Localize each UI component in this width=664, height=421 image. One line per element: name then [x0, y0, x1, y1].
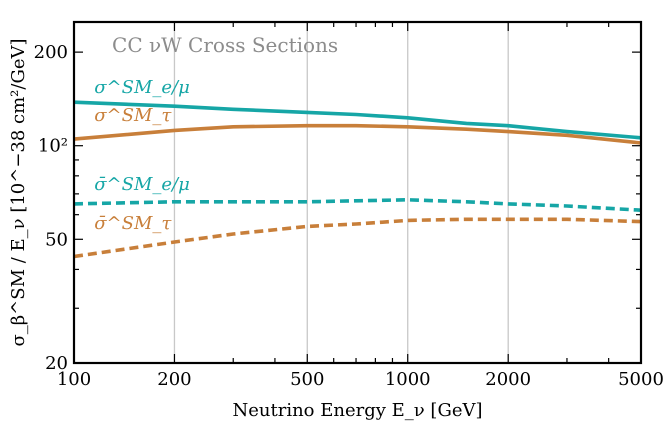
series-labels: σ^SM_e/μ σ^SM_τ σ̄^SM_e/μ σ̄^SM_τ	[94, 77, 190, 234]
series-label-1: σ^SM_τ	[94, 105, 172, 126]
y-tick-label-20: 20	[45, 353, 68, 374]
x-tick-label-200: 200	[157, 369, 191, 390]
x-tick-label-500: 500	[290, 369, 324, 390]
y-tick-label-200: 200	[34, 42, 68, 63]
y-tick-label-50: 50	[45, 229, 68, 250]
grid-lines	[173, 22, 509, 363]
series-label-2: σ̄^SM_e/μ	[94, 174, 190, 195]
series-line-2	[73, 198, 642, 212]
x-tick-label-2000: 2000	[485, 369, 531, 390]
y-tick-label-100: 10²	[38, 136, 68, 157]
series-line-0	[73, 100, 642, 140]
axis-ticks	[73, 22, 642, 364]
series-line-1	[73, 123, 642, 145]
x-tick-label-5000: 5000	[618, 369, 664, 390]
tick-labels: 100 200 500 1000 2000 5000 20 50 10² 200	[34, 42, 664, 390]
x-axis-label: Neutrino Energy E_ν [GeV]	[232, 400, 482, 421]
series-label-3: σ̄^SM_τ	[94, 213, 172, 234]
series-line-3	[73, 217, 642, 259]
plot-frame	[72, 20, 643, 365]
y-axis-label: σ_β^SM / E_ν [10^−38 cm²/GeV]	[8, 38, 29, 346]
series-label-0: σ^SM_e/μ	[94, 77, 190, 98]
x-tick-label-1000: 1000	[385, 369, 431, 390]
chart-title: CC νW Cross Sections	[112, 33, 338, 57]
x-tick-label-100: 100	[57, 369, 91, 390]
series-lines	[73, 100, 642, 259]
